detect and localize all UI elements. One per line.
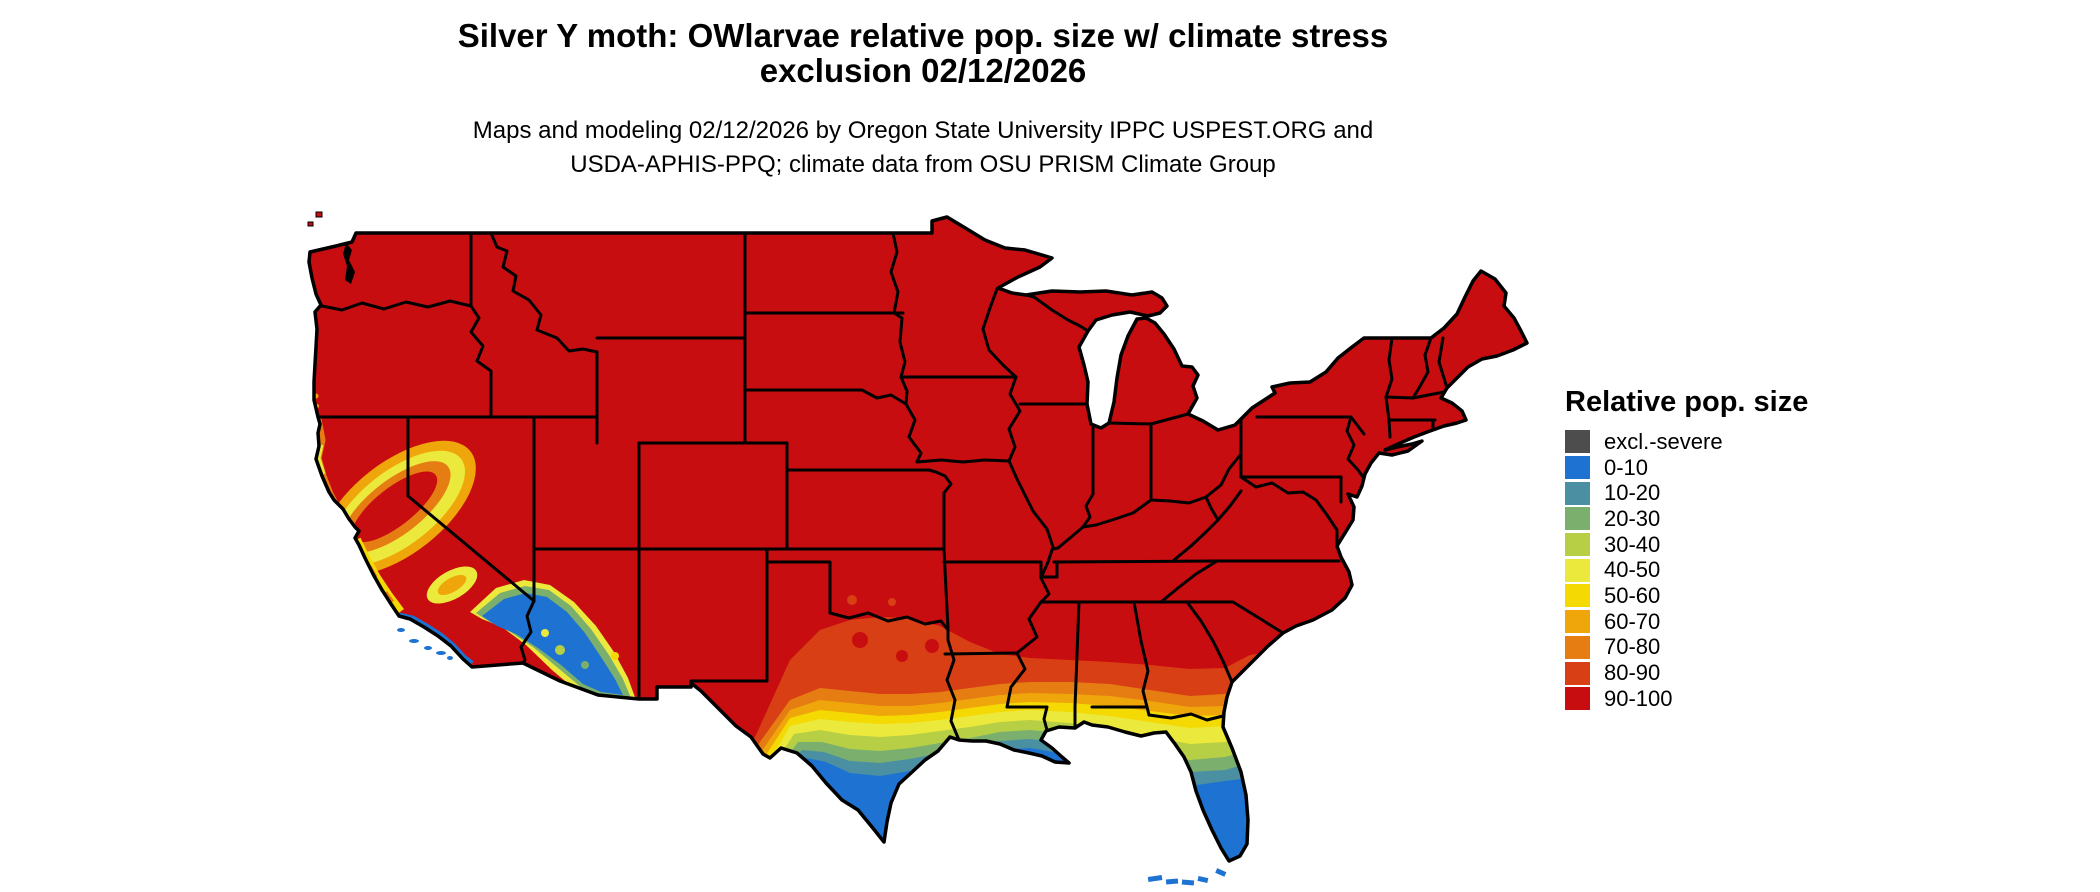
map-title-line2: exclusion 02/12/2026 bbox=[759, 52, 1087, 89]
legend-color-swatch bbox=[1565, 456, 1590, 480]
desert-gold-speckle bbox=[611, 652, 619, 660]
map-title-line1: Silver Y moth: OWlarvae relative pop. si… bbox=[457, 17, 1389, 54]
legend-item-label: 0-10 bbox=[1604, 454, 1649, 480]
florida-keys bbox=[1147, 868, 1227, 886]
legend-color-swatch bbox=[1565, 507, 1590, 531]
wa-island-speck bbox=[315, 211, 323, 218]
texas-orange-speckle bbox=[847, 595, 857, 605]
legend-color-swatch bbox=[1565, 635, 1590, 659]
tehachapi-orange-core bbox=[437, 574, 467, 596]
desert-green-speckle bbox=[555, 645, 565, 655]
desert-yellow-speckle bbox=[541, 629, 549, 637]
legend-title: Relative pop. size bbox=[1565, 386, 1809, 418]
legend-color-swatch bbox=[1565, 481, 1590, 505]
legend-item: 80-90 bbox=[1565, 660, 1825, 686]
legend-color-swatch bbox=[1565, 687, 1590, 711]
map-title: Silver Y moth: OWlarvae relative pop. si… bbox=[323, 18, 1523, 88]
map-subtitle-line1: Maps and modeling 02/12/2026 by Oregon S… bbox=[472, 117, 1374, 144]
coast-teal-dot bbox=[368, 580, 374, 586]
map-fill-layers bbox=[309, 217, 1527, 861]
legend-color-swatch bbox=[1565, 661, 1590, 685]
puget-sound bbox=[343, 243, 355, 284]
texas-red-speckle bbox=[925, 639, 939, 653]
legend-item-label: 40-50 bbox=[1604, 557, 1661, 583]
desert-green-speckle bbox=[581, 661, 589, 669]
legend-item-label: 70-80 bbox=[1604, 634, 1661, 660]
texas-red-speckle bbox=[852, 632, 868, 648]
legend-item-label: 60-70 bbox=[1604, 608, 1661, 634]
state-borders bbox=[316, 231, 1449, 742]
desert-blue-core bbox=[482, 593, 623, 695]
legend-item-label: 10-20 bbox=[1604, 480, 1661, 506]
legend-item: 20-30 bbox=[1565, 506, 1825, 532]
legend-color-swatch bbox=[1565, 533, 1590, 557]
legend-color-swatch bbox=[1565, 558, 1590, 582]
legend-items: excl.-severe 0-10 10-20 20-30 30-40 40-5… bbox=[1565, 429, 1825, 712]
legend-item-label: 20-30 bbox=[1604, 505, 1661, 531]
map-subtitle: Maps and modeling 02/12/2026 by Oregon S… bbox=[323, 114, 1523, 182]
map-legend: Relative pop. size excl.-severe 0-10 10-… bbox=[1565, 386, 1825, 712]
legend-item: 60-70 bbox=[1565, 609, 1825, 635]
wa-island-speck bbox=[307, 221, 314, 227]
legend-item: 10-20 bbox=[1565, 480, 1825, 506]
legend-item-label: excl.-severe bbox=[1604, 428, 1723, 454]
legend-item: excl.-severe bbox=[1565, 429, 1825, 455]
legend-color-swatch bbox=[1565, 584, 1590, 608]
channel-islands bbox=[397, 628, 453, 660]
legend-item-label: 80-90 bbox=[1604, 660, 1661, 686]
legend-color-swatch bbox=[1565, 610, 1590, 634]
texas-orange-speckle bbox=[888, 598, 896, 606]
california-coast-yellow-streak bbox=[317, 444, 326, 475]
us-outline bbox=[307, 215, 1529, 863]
legend-item-label: 50-60 bbox=[1604, 582, 1661, 608]
legend-item: 40-50 bbox=[1565, 557, 1825, 583]
legend-item: 90-100 bbox=[1565, 686, 1825, 712]
texas-red-speckle bbox=[896, 650, 908, 662]
legend-item: 70-80 bbox=[1565, 634, 1825, 661]
legend-item: 30-40 bbox=[1565, 532, 1825, 558]
central-coast-orange-dashes bbox=[354, 539, 402, 614]
legend-item-label: 90-100 bbox=[1604, 685, 1673, 711]
legend-color-swatch bbox=[1565, 430, 1590, 454]
legend-item: 50-60 bbox=[1565, 583, 1825, 609]
map-subtitle-line2: USDA-APHIS-PPQ; climate data from OSU PR… bbox=[570, 151, 1276, 178]
legend-item: 0-10 bbox=[1565, 455, 1825, 481]
legend-item-label: 30-40 bbox=[1604, 531, 1661, 557]
